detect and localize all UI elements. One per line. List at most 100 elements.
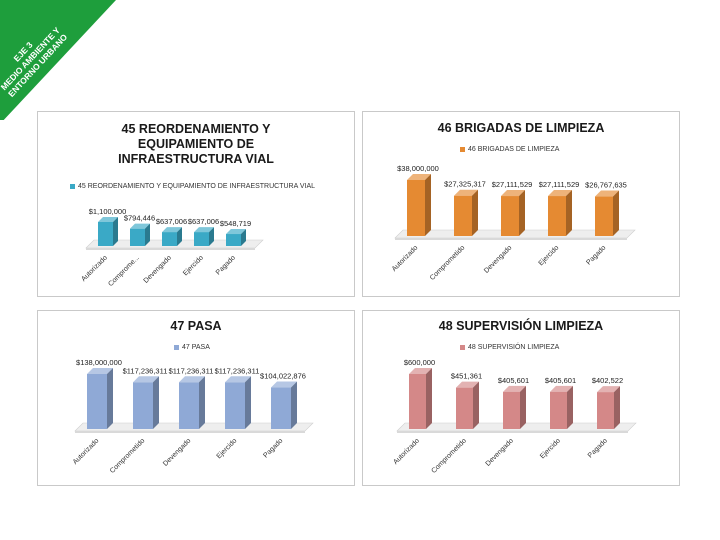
chart-floor-edge	[86, 248, 255, 250]
chart-title-line: EQUIPAMIENTO DE	[137, 137, 255, 151]
bar	[548, 196, 566, 236]
tick-label: Comprometido	[429, 244, 466, 281]
data-label: $1,100,000	[89, 207, 127, 216]
bar	[271, 387, 291, 429]
bar-top	[548, 190, 572, 197]
tick-label: Pagado	[587, 437, 609, 459]
data-label: $637,006	[188, 217, 219, 226]
corner-banner: EJE 3 MEDIO AMBIENTE Y ENTORNO URBANO	[0, 0, 116, 120]
tick-label: Ejercido	[216, 437, 239, 460]
banner-triangle	[0, 0, 116, 120]
chart-floor-edge	[397, 431, 628, 433]
chart-title: 48 SUPERVISIÓN LIMPIEZA	[363, 319, 679, 334]
data-label: $402,522	[592, 376, 623, 385]
chart-title-line: 46 BRIGADAS DE LIMPIEZA	[437, 121, 605, 135]
bar-side	[566, 190, 572, 236]
bar-top	[271, 381, 297, 388]
bar	[407, 180, 425, 236]
data-label: $26,767,635	[585, 181, 627, 190]
bar	[454, 195, 472, 236]
tick-label: Pagado	[585, 244, 607, 266]
data-label: $548,719	[220, 219, 251, 228]
chart-legend: 46 BRIGADAS DE LIMPIEZA	[460, 146, 559, 153]
tick-label: Ejercido	[539, 437, 562, 460]
tick-label: Autorizado	[392, 437, 421, 466]
tick-label: Autorizado	[80, 254, 109, 283]
bar-top	[98, 217, 118, 222]
bar-side	[153, 376, 159, 429]
chart-floor-edge	[395, 238, 627, 240]
legend-swatch	[174, 345, 179, 350]
bar-chart-46: $38,000,000 Autorizado $27,325,317 Comprome…	[391, 164, 636, 282]
bar	[98, 222, 113, 246]
bar	[225, 382, 245, 429]
legend-label: 47 PASA	[182, 344, 210, 351]
bar-top	[130, 223, 150, 229]
data-label: $138,000,000	[76, 358, 122, 367]
bar-chart-48: $600,000 Autorizado $451,361 Comprometido $4…	[392, 358, 637, 475]
bar-side	[113, 217, 118, 246]
bar	[595, 196, 613, 236]
bar	[194, 232, 209, 246]
bar	[597, 392, 614, 429]
bar-side	[291, 381, 297, 429]
tick-label: Comprometido	[109, 437, 146, 474]
chart-panel-48: 48 SUPERVISIÓN LIMPIEZA 48 SUPERVISIÓN L…	[362, 310, 680, 486]
bar-side	[245, 376, 251, 429]
chart-panel-46: 46 BRIGADAS DE LIMPIEZA 46 BRIGADAS DE L…	[362, 111, 680, 297]
data-label: $27,111,529	[539, 180, 580, 189]
bar	[179, 382, 199, 429]
chart-title: 46 BRIGADAS DE LIMPIEZA	[363, 121, 679, 136]
legend-swatch	[460, 345, 465, 350]
legend-swatch	[70, 184, 75, 189]
bar	[162, 232, 177, 246]
bar-top	[87, 368, 113, 374]
bar-side	[107, 368, 113, 429]
chart-legend: 45 REORDENAMIENTO Y EQUIPAMIENTO DE INFR…	[70, 183, 315, 190]
chart-title-line: 48 SUPERVISIÓN LIMPIEZA	[438, 319, 604, 333]
bar-side	[614, 386, 620, 429]
chart-floor-edge	[75, 431, 305, 433]
data-label: $117,236,311	[169, 366, 214, 375]
bar-top	[407, 174, 431, 180]
chart-title-line: 45 REORDENAMIENTO Y	[121, 122, 271, 136]
bar-side	[520, 385, 526, 429]
bar	[503, 391, 520, 429]
data-label: $27,325,317	[444, 180, 486, 189]
data-label: $117,236,311	[123, 366, 168, 375]
tick-label: Ejercido	[538, 244, 561, 267]
tick-label: Devengado	[143, 254, 173, 284]
bar	[133, 382, 153, 429]
bar	[456, 387, 473, 429]
tick-label: Devengado	[162, 437, 192, 467]
bar-side	[199, 376, 205, 429]
bar-chart-45: $1,100,000 Autorizado $794,446 Comprome... $…	[80, 207, 264, 288]
bar-top	[226, 229, 246, 235]
bar-side	[145, 223, 150, 246]
bar-top	[501, 190, 525, 197]
bar-side	[241, 229, 246, 246]
chart-title-line: 47 PASA	[170, 319, 222, 333]
bar-top	[597, 386, 620, 393]
bar-top	[133, 376, 159, 383]
legend-label: 48 SUPERVISIÓN LIMPIEZA	[468, 344, 560, 351]
data-label: $104,022,876	[260, 372, 306, 381]
bar-side	[209, 227, 214, 246]
bar-top	[456, 381, 479, 388]
tick-label: Pagado	[215, 254, 237, 276]
tick-label: Autorizado	[72, 437, 101, 466]
tick-label: Comprometido	[430, 437, 467, 474]
bar-top	[595, 190, 619, 197]
tick-label: Ejercido	[182, 254, 205, 277]
bar	[550, 391, 567, 429]
bar-top	[503, 385, 526, 392]
data-label: $405,601	[498, 376, 529, 385]
bar-top	[454, 189, 478, 196]
bar-top	[179, 376, 205, 383]
chart-title: 45 REORDENAMIENTO Y EQUIPAMIENTO DE INFR…	[38, 122, 354, 167]
chart-title: 47 PASA	[38, 319, 354, 334]
chart-panel-45: 45 REORDENAMIENTO Y EQUIPAMIENTO DE INFR…	[37, 111, 355, 297]
data-label: $27,111,529	[492, 180, 533, 189]
chart-legend: 48 SUPERVISIÓN LIMPIEZA	[460, 344, 559, 351]
bar-top	[550, 385, 573, 392]
